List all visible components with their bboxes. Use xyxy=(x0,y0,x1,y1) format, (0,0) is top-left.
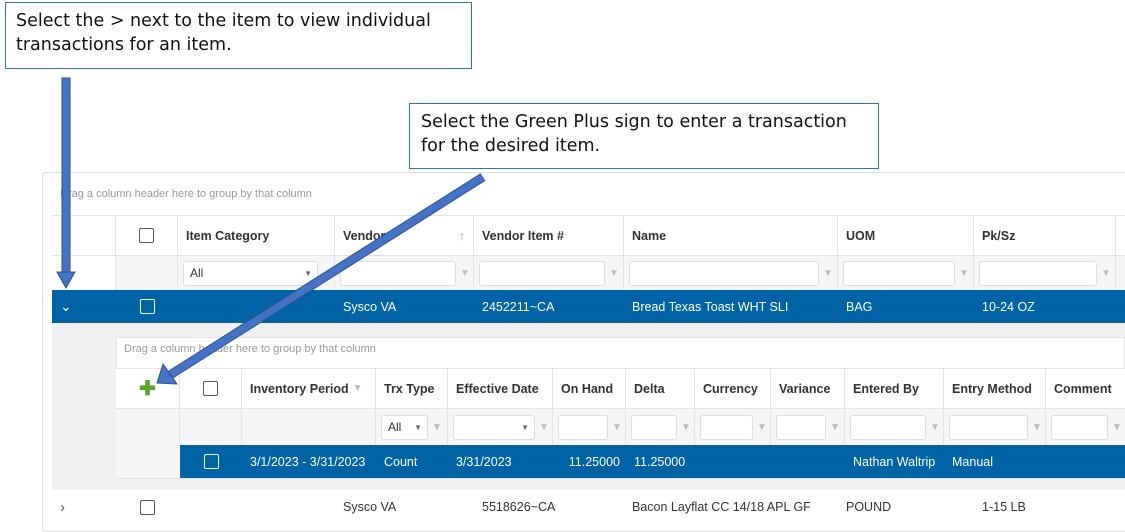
cell-uom: POUND xyxy=(846,500,892,514)
filter-icon[interactable]: ▼ xyxy=(823,267,833,279)
filter-effective-date[interactable]: ▼ xyxy=(453,414,535,440)
filter-spacer xyxy=(116,408,180,445)
filter-entry-method[interactable] xyxy=(949,414,1028,440)
cell-effective-date: 3/31/2023 xyxy=(448,445,553,478)
filter-spacer xyxy=(242,408,376,445)
header-name[interactable]: Name xyxy=(624,215,838,255)
filter-item-category-value: All xyxy=(190,266,204,280)
expand-chevron-icon[interactable]: › xyxy=(60,498,65,516)
filter-vendor-item[interactable] xyxy=(479,260,605,286)
cell-entry-method: Manual xyxy=(944,445,1046,478)
detail-group-panel[interactable]: Drag a column header here to group by th… xyxy=(124,343,376,355)
collapse-chevron-icon[interactable]: ⌄ xyxy=(52,290,116,323)
filter-variance[interactable] xyxy=(776,414,826,440)
filter-icon[interactable]: ▼ xyxy=(757,421,767,433)
add-transaction-plus-icon[interactable]: ✚ xyxy=(116,368,180,408)
callout-add: Select the Green Plus sign to enter a tr… xyxy=(409,103,879,169)
arrow-to-plus xyxy=(156,173,486,385)
filter-icon[interactable]: ▼ xyxy=(1101,267,1111,279)
sort-asc-icon: ↑ xyxy=(458,228,465,243)
cell-inventory-period: 3/1/2023 - 3/31/2023 xyxy=(242,445,376,478)
detail-row-spacer xyxy=(116,445,180,478)
callout-expand: Select the > next to the item to view in… xyxy=(5,2,472,69)
arrow-to-expander xyxy=(56,77,76,290)
cell-vendor: Sysco VA xyxy=(335,290,474,323)
group-panel[interactable]: Drag a column header here to group by th… xyxy=(60,188,312,200)
filter-delta[interactable] xyxy=(631,414,677,440)
dropdown-icon: ▼ xyxy=(304,268,312,278)
filter-icon[interactable]: ▼ xyxy=(681,421,691,433)
dropdown-icon: ▼ xyxy=(414,422,422,432)
filter-spacer xyxy=(1116,255,1125,290)
filter-trx-type-value: All xyxy=(388,420,402,434)
cell-trx-type: Count xyxy=(376,445,448,478)
header-entered-by[interactable]: Entered By xyxy=(845,368,944,408)
cell-vendor-item: 2452211~CA xyxy=(474,290,624,323)
select-all-checkbox[interactable] xyxy=(139,228,154,243)
filter-icon[interactable]: ▼ xyxy=(830,421,840,433)
header-inventory-period[interactable]: Inventory Period ▼ xyxy=(242,368,376,408)
filter-comment[interactable] xyxy=(1051,414,1108,440)
filter-icon[interactable]: ▼ xyxy=(959,267,969,279)
filter-icon[interactable]: ▼ xyxy=(1112,421,1122,433)
filter-icon[interactable]: ▼ xyxy=(609,267,619,279)
cell-on-hand: 11.25000 xyxy=(553,445,626,478)
header-item-category[interactable]: Item Category xyxy=(178,215,335,255)
cell-vendor-item: 5518626~CA xyxy=(482,500,556,514)
cell-uom: BAG xyxy=(838,290,974,323)
header-entry-method[interactable]: Entry Method xyxy=(944,368,1046,408)
cell-name: Bacon Layflat CC 14/18 APL GF xyxy=(632,500,811,514)
filter-icon[interactable]: ▼ xyxy=(432,421,442,433)
cell-delta: 11.25000 xyxy=(626,445,695,478)
filter-icon[interactable]: ▼ xyxy=(460,267,470,279)
header-vendor-item[interactable]: Vendor Item # xyxy=(474,215,624,255)
header-trx-type[interactable]: Trx Type xyxy=(376,368,448,408)
filter-spacer xyxy=(180,408,242,445)
header-inventory-period-label: Inventory Period xyxy=(250,381,349,396)
filter-uom[interactable] xyxy=(843,260,955,286)
header-vendor-label: Vendor xyxy=(343,228,386,243)
cell-name: Bread Texas Toast WHT SLI xyxy=(624,290,838,323)
row-checkbox[interactable] xyxy=(139,499,155,515)
transaction-checkbox[interactable] xyxy=(203,454,219,469)
filter-icon[interactable]: ▼ xyxy=(539,421,549,433)
filter-trx-type[interactable]: All ▼ xyxy=(381,414,428,440)
header-more[interactable] xyxy=(1116,215,1125,255)
cell-entered-by: Nathan Waltrip xyxy=(845,445,944,478)
header-on-hand[interactable]: On Hand xyxy=(553,368,626,408)
filter-currency[interactable] xyxy=(700,414,753,440)
filter-icon[interactable]: ▼ xyxy=(930,421,940,433)
header-effective-date[interactable]: Effective Date xyxy=(448,368,553,408)
header-currency[interactable]: Currency xyxy=(695,368,771,408)
cell-pksz: 10-24 OZ xyxy=(974,290,1116,323)
filter-spacer xyxy=(116,255,178,290)
header-uom[interactable]: UOM xyxy=(838,215,974,255)
cell-vendor: Sysco VA xyxy=(343,500,397,514)
filter-pksz[interactable] xyxy=(979,260,1097,286)
dropdown-icon: ▼ xyxy=(521,422,529,432)
header-pksz[interactable]: Pk/Sz xyxy=(974,215,1116,255)
filter-icon[interactable]: ▼ xyxy=(1032,421,1042,433)
filter-entered-by[interactable] xyxy=(850,414,926,440)
filter-icon[interactable]: ▼ xyxy=(612,421,622,433)
header-variance[interactable]: Variance xyxy=(771,368,845,408)
filter-item-category[interactable]: All ▼ xyxy=(183,260,318,286)
filter-icon[interactable]: ▼ xyxy=(352,383,363,394)
filter-vendor[interactable] xyxy=(340,260,456,286)
row-checkbox[interactable] xyxy=(139,299,155,314)
filter-on-hand[interactable] xyxy=(558,414,608,440)
header-delta[interactable]: Delta xyxy=(626,368,695,408)
cell-pksz: 1-15 LB xyxy=(982,500,1026,514)
filter-name[interactable] xyxy=(629,260,819,286)
annotation-arrows xyxy=(56,77,486,385)
header-comment[interactable]: Comment xyxy=(1046,368,1125,408)
select-all-header xyxy=(116,215,178,255)
detail-select-all-checkbox[interactable] xyxy=(203,381,218,396)
